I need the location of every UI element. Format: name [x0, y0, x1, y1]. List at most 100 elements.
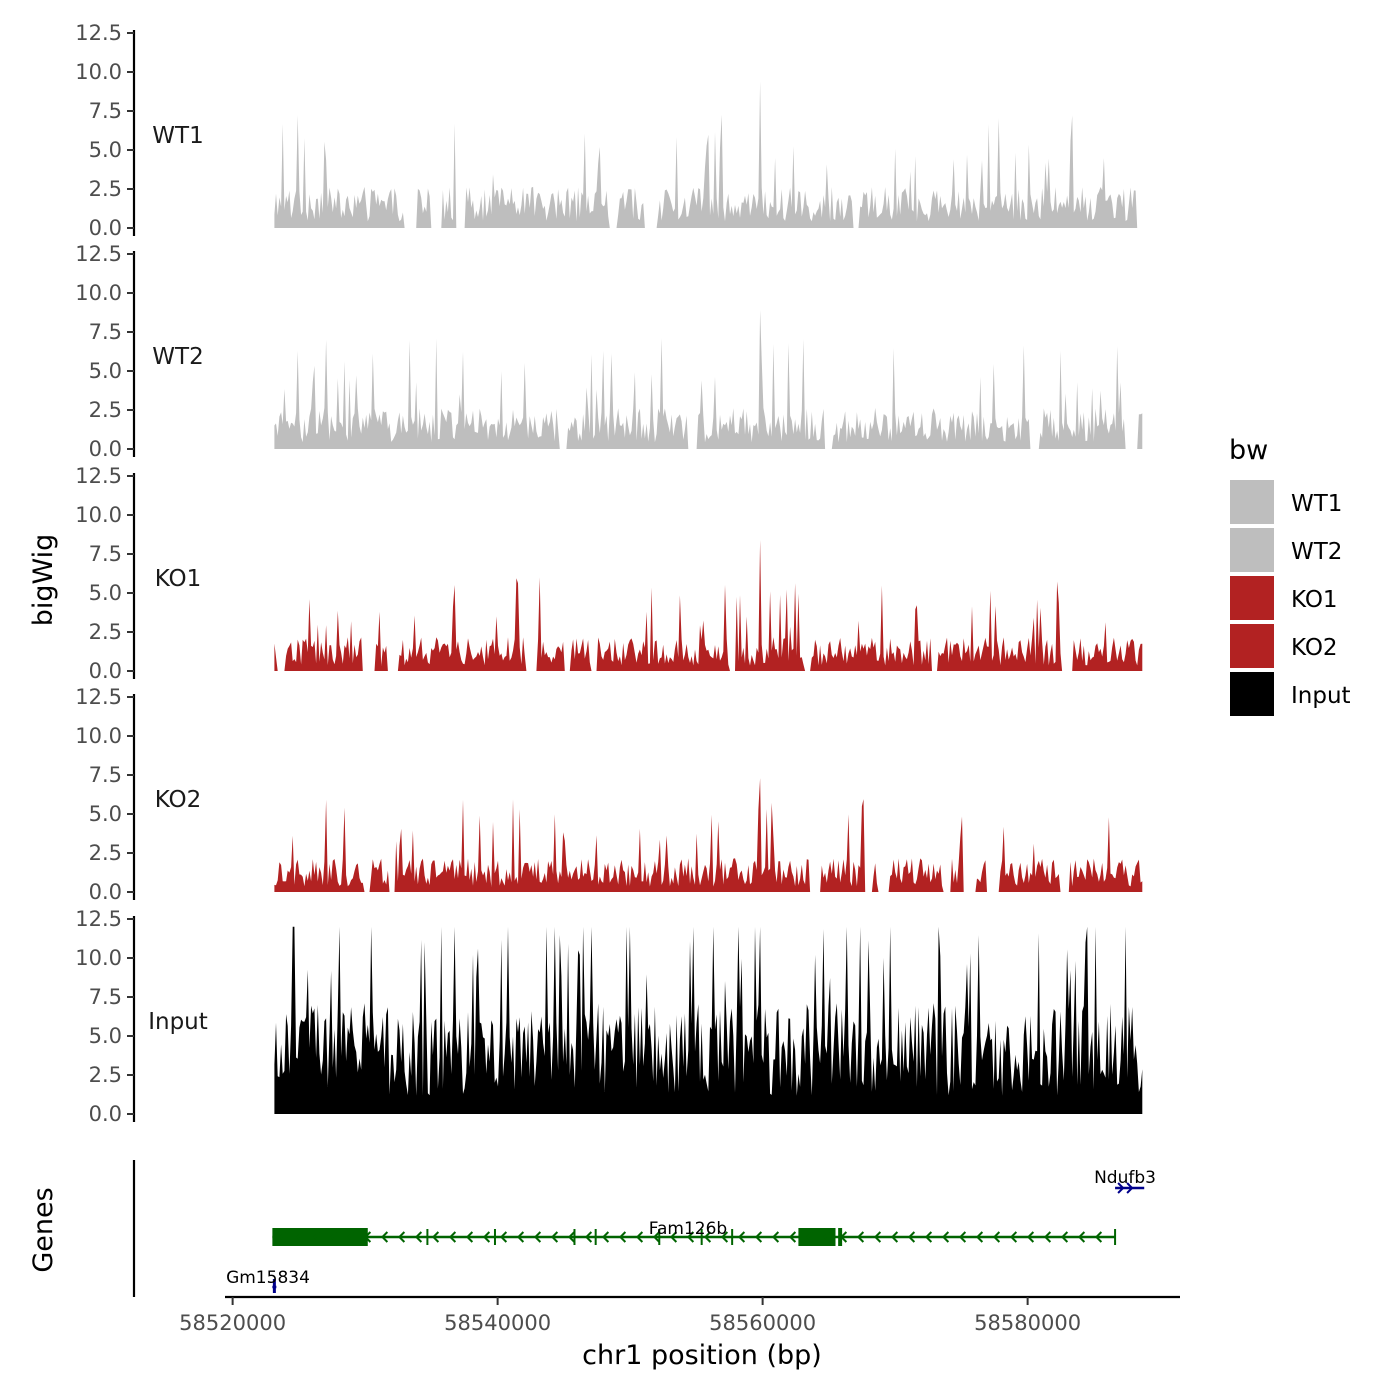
- gene-label: Gm15834: [226, 1268, 310, 1288]
- strand-arrow: [703, 1231, 712, 1243]
- strand-arrow: [669, 1231, 678, 1243]
- strand-arrow: [516, 1231, 525, 1243]
- strand-arrow: [380, 1231, 389, 1243]
- track-label: WT2: [152, 344, 203, 370]
- y-tick-label: 12.5: [75, 242, 122, 266]
- strand-arrow: [1077, 1231, 1086, 1243]
- strand-arrow: [771, 1231, 780, 1243]
- gene-label: Fam126b: [649, 1219, 727, 1239]
- strand-arrow: [363, 1231, 372, 1243]
- track-panel-wt2: 0.0 2.5 5.0 7.5 10.0 12.5 WT2: [75, 242, 1143, 461]
- y-tick-label: 7.5: [89, 985, 122, 1009]
- legend-label: KO1: [1291, 587, 1338, 613]
- y-tick-label: 2.5: [89, 398, 122, 422]
- gene-fam126b: Fam126b: [272, 1219, 1117, 1246]
- coverage-area-ko1: [274, 540, 1143, 671]
- genes-axis-title: Genes: [28, 1187, 59, 1272]
- y-tick-label: 0.0: [89, 437, 122, 461]
- strand-arrow: [822, 1231, 831, 1243]
- y-tick-label: 7.5: [89, 99, 122, 123]
- legend-title: bw: [1229, 435, 1268, 466]
- strand-arrow: [431, 1231, 440, 1243]
- y-tick-label: 0.0: [89, 216, 122, 240]
- strand-arrow: [1026, 1231, 1035, 1243]
- y-tick-label: 7.5: [89, 542, 122, 566]
- track-panel-wt1: 0.0 2.5 5.0 7.5 10.0 12.5 WT1: [75, 21, 1143, 240]
- track-panel-ko1: 0.0 2.5 5.0 7.5 10.0 12.5 KO1: [75, 464, 1143, 683]
- coverage-area-ko2: [274, 778, 1143, 892]
- strand-arrow: [890, 1231, 899, 1243]
- strand-arrow: [652, 1231, 661, 1243]
- strand-arrow: [346, 1231, 355, 1243]
- strand-arrow: [278, 1231, 287, 1243]
- y-tick-label: 10.0: [75, 281, 122, 305]
- y-tick-label: 7.5: [89, 763, 122, 787]
- y-tick-label: 12.5: [75, 464, 122, 488]
- strand-arrow: [448, 1231, 457, 1243]
- track-panel-input: 0.0 2.5 5.0 7.5 10.0 12.5 Input: [75, 907, 1143, 1126]
- strand-arrow: [312, 1231, 321, 1243]
- strand-arrow: [924, 1231, 933, 1243]
- strand-arrow: [720, 1231, 729, 1243]
- y-tick-label: 5.0: [89, 581, 122, 605]
- gene-ndufb3: Ndufb3: [1094, 1168, 1156, 1194]
- strand-arrow: [788, 1231, 797, 1243]
- y-tick-label: 10.0: [75, 724, 122, 748]
- x-axis-title: chr1 position (bp): [582, 1340, 822, 1371]
- strand-arrow: [1009, 1231, 1018, 1243]
- strand-arrow: [550, 1231, 559, 1243]
- coverage-area-wt2: [274, 310, 1143, 449]
- coverage-area-wt1: [274, 81, 1143, 229]
- strand-arrow: [907, 1231, 916, 1243]
- strand-arrow: [1126, 1182, 1134, 1194]
- y-tick-label: 12.5: [75, 21, 122, 45]
- strand-arrow: [1117, 1182, 1125, 1194]
- strand-arrow: [873, 1231, 882, 1243]
- strand-arrow: [397, 1231, 406, 1243]
- y-tick-label: 7.5: [89, 320, 122, 344]
- strand-arrow: [601, 1231, 610, 1243]
- y-tick-label: 5.0: [89, 1024, 122, 1048]
- strand-arrow: [465, 1231, 474, 1243]
- strand-arrow: [635, 1231, 644, 1243]
- strand-arrow: [856, 1231, 865, 1243]
- y-tick-label: 12.5: [75, 907, 122, 931]
- strand-arrow: [992, 1231, 1001, 1243]
- strand-arrow: [584, 1231, 593, 1243]
- legend-swatch: [1230, 624, 1274, 668]
- legend-label: KO2: [1291, 635, 1338, 661]
- strand-arrow: [499, 1231, 508, 1243]
- y-tick-label: 2.5: [89, 1063, 122, 1087]
- strand-arrow: [805, 1231, 814, 1243]
- y-tick-label: 2.5: [89, 620, 122, 644]
- coverage-area-input: [274, 926, 1143, 1114]
- y-tick-label: 10.0: [75, 946, 122, 970]
- track-panel-ko2: 0.0 2.5 5.0 7.5 10.0 12.5 KO2: [75, 685, 1143, 904]
- y-axis-title: bigWig: [28, 534, 59, 627]
- y-tick-label: 12.5: [75, 685, 122, 709]
- x-axis: 58520000 58540000 58560000 58580000 chr1 pos…: [179, 1295, 1180, 1371]
- strand-arrow: [618, 1231, 627, 1243]
- track-label: WT1: [152, 123, 203, 149]
- strand-arrow: [941, 1231, 950, 1243]
- strand-arrow: [295, 1231, 304, 1243]
- y-tick-label: 0.0: [89, 659, 122, 683]
- x-tick-label: 58540000: [444, 1311, 551, 1335]
- strand-arrow: [567, 1231, 576, 1243]
- strand-arrow: [958, 1231, 967, 1243]
- y-tick-label: 0.0: [89, 1102, 122, 1126]
- strand-arrow: [1094, 1231, 1103, 1243]
- strand-arrow: [414, 1231, 423, 1243]
- legend-swatch: [1230, 672, 1274, 716]
- strand-arrow: [737, 1231, 746, 1243]
- y-tick-label: 5.0: [89, 359, 122, 383]
- legend-swatch: [1230, 528, 1274, 572]
- strand-arrow: [686, 1231, 695, 1243]
- track-label: KO1: [155, 566, 202, 592]
- legend-swatch: [1230, 576, 1274, 620]
- strand-arrow: [1043, 1231, 1052, 1243]
- legend-label: WT1: [1291, 491, 1342, 517]
- x-tick-label: 58580000: [974, 1311, 1081, 1335]
- gene-exon: [798, 1228, 836, 1246]
